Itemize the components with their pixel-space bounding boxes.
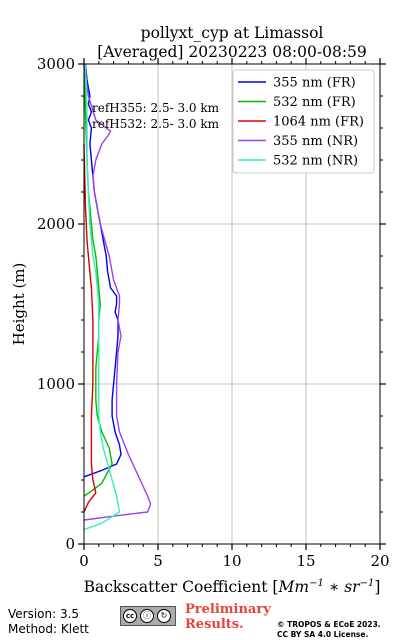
series-line-3 — [83, 63, 152, 521]
y-tick-label: 0 — [65, 535, 75, 553]
ticks: 0 5 10 15 20 0 1000 2000 3000 — [37, 55, 390, 570]
x-axis-label: Backscatter Coefficient [Mm−1 ∗ sr−1] — [84, 578, 381, 596]
legend-label: 1064 nm (FR) — [273, 115, 364, 130]
legend-box — [232, 69, 375, 174]
attribution-icon: ⓘ — [140, 609, 154, 623]
series-line-0 — [83, 63, 122, 478]
x-axis-label-mid: ∗ sr — [324, 578, 361, 596]
chart-title-line1: pollyxt_cyp at Limassol — [141, 24, 324, 42]
x-tick-label: 0 — [79, 552, 89, 570]
x-tick-label: 10 — [222, 552, 241, 570]
series-line-4 — [83, 63, 121, 531]
chart-title-line2: [Averaged] 20230223 08:00-08:59 — [97, 43, 367, 61]
legend-label: 532 nm (NR) — [273, 154, 358, 169]
preliminary-results-notice: Preliminary Results. — [185, 602, 271, 632]
annotation-refh532: refH532: 2.5- 3.0 km — [92, 117, 220, 131]
cc-icon: cc — [123, 609, 137, 623]
y-tick-label: 2000 — [37, 215, 75, 233]
x-axis-label-suffix: ] — [374, 578, 380, 596]
legend-label: 355 nm (NR) — [273, 134, 358, 149]
x-tick-label: 15 — [296, 552, 315, 570]
method-text: Method: Klett — [8, 622, 89, 636]
legend-label: 532 nm (FR) — [273, 95, 356, 110]
copyright-line2: CC BY SA 4.0 License. — [277, 630, 369, 639]
x-axis-label-unit: Mm — [277, 578, 309, 596]
x-axis-label-exp2: −1 — [360, 578, 375, 589]
x-tick-label: 20 — [370, 552, 389, 570]
y-tick-label: 1000 — [37, 375, 75, 393]
version-text: Version: 3.5 — [8, 607, 80, 621]
y-axis-label: Height (m) — [10, 263, 28, 346]
share-alike-icon: ↻ — [157, 609, 171, 623]
copyright-line1: © TROPOS & ECoE 2023. — [277, 620, 381, 629]
backscatter-chart: 0 5 10 15 20 0 1000 2000 3000 pollyxt_cyp at Lim… — [10, 24, 390, 596]
y-tick-label: 3000 — [37, 55, 75, 73]
series-lines — [83, 63, 152, 531]
series-line-2 — [83, 143, 97, 513]
legend: 355 nm (FR) 532 nm (FR) 1064 nm (FR) 355 nm… — [232, 69, 375, 174]
annotation-refh355: refH355: 2.5- 3.0 km — [92, 101, 220, 115]
copyright-notice: © TROPOS & ECoE 2023. CC BY SA 4.0 Licen… — [277, 620, 381, 640]
legend-label: 355 nm (FR) — [273, 76, 356, 91]
cc-license-badge: cc ⓘ ↻ — [120, 606, 176, 626]
x-axis-label-prefix: Backscatter Coefficient [ — [84, 578, 279, 596]
x-axis-label-exp1: −1 — [309, 578, 324, 589]
x-tick-label: 5 — [153, 552, 163, 570]
